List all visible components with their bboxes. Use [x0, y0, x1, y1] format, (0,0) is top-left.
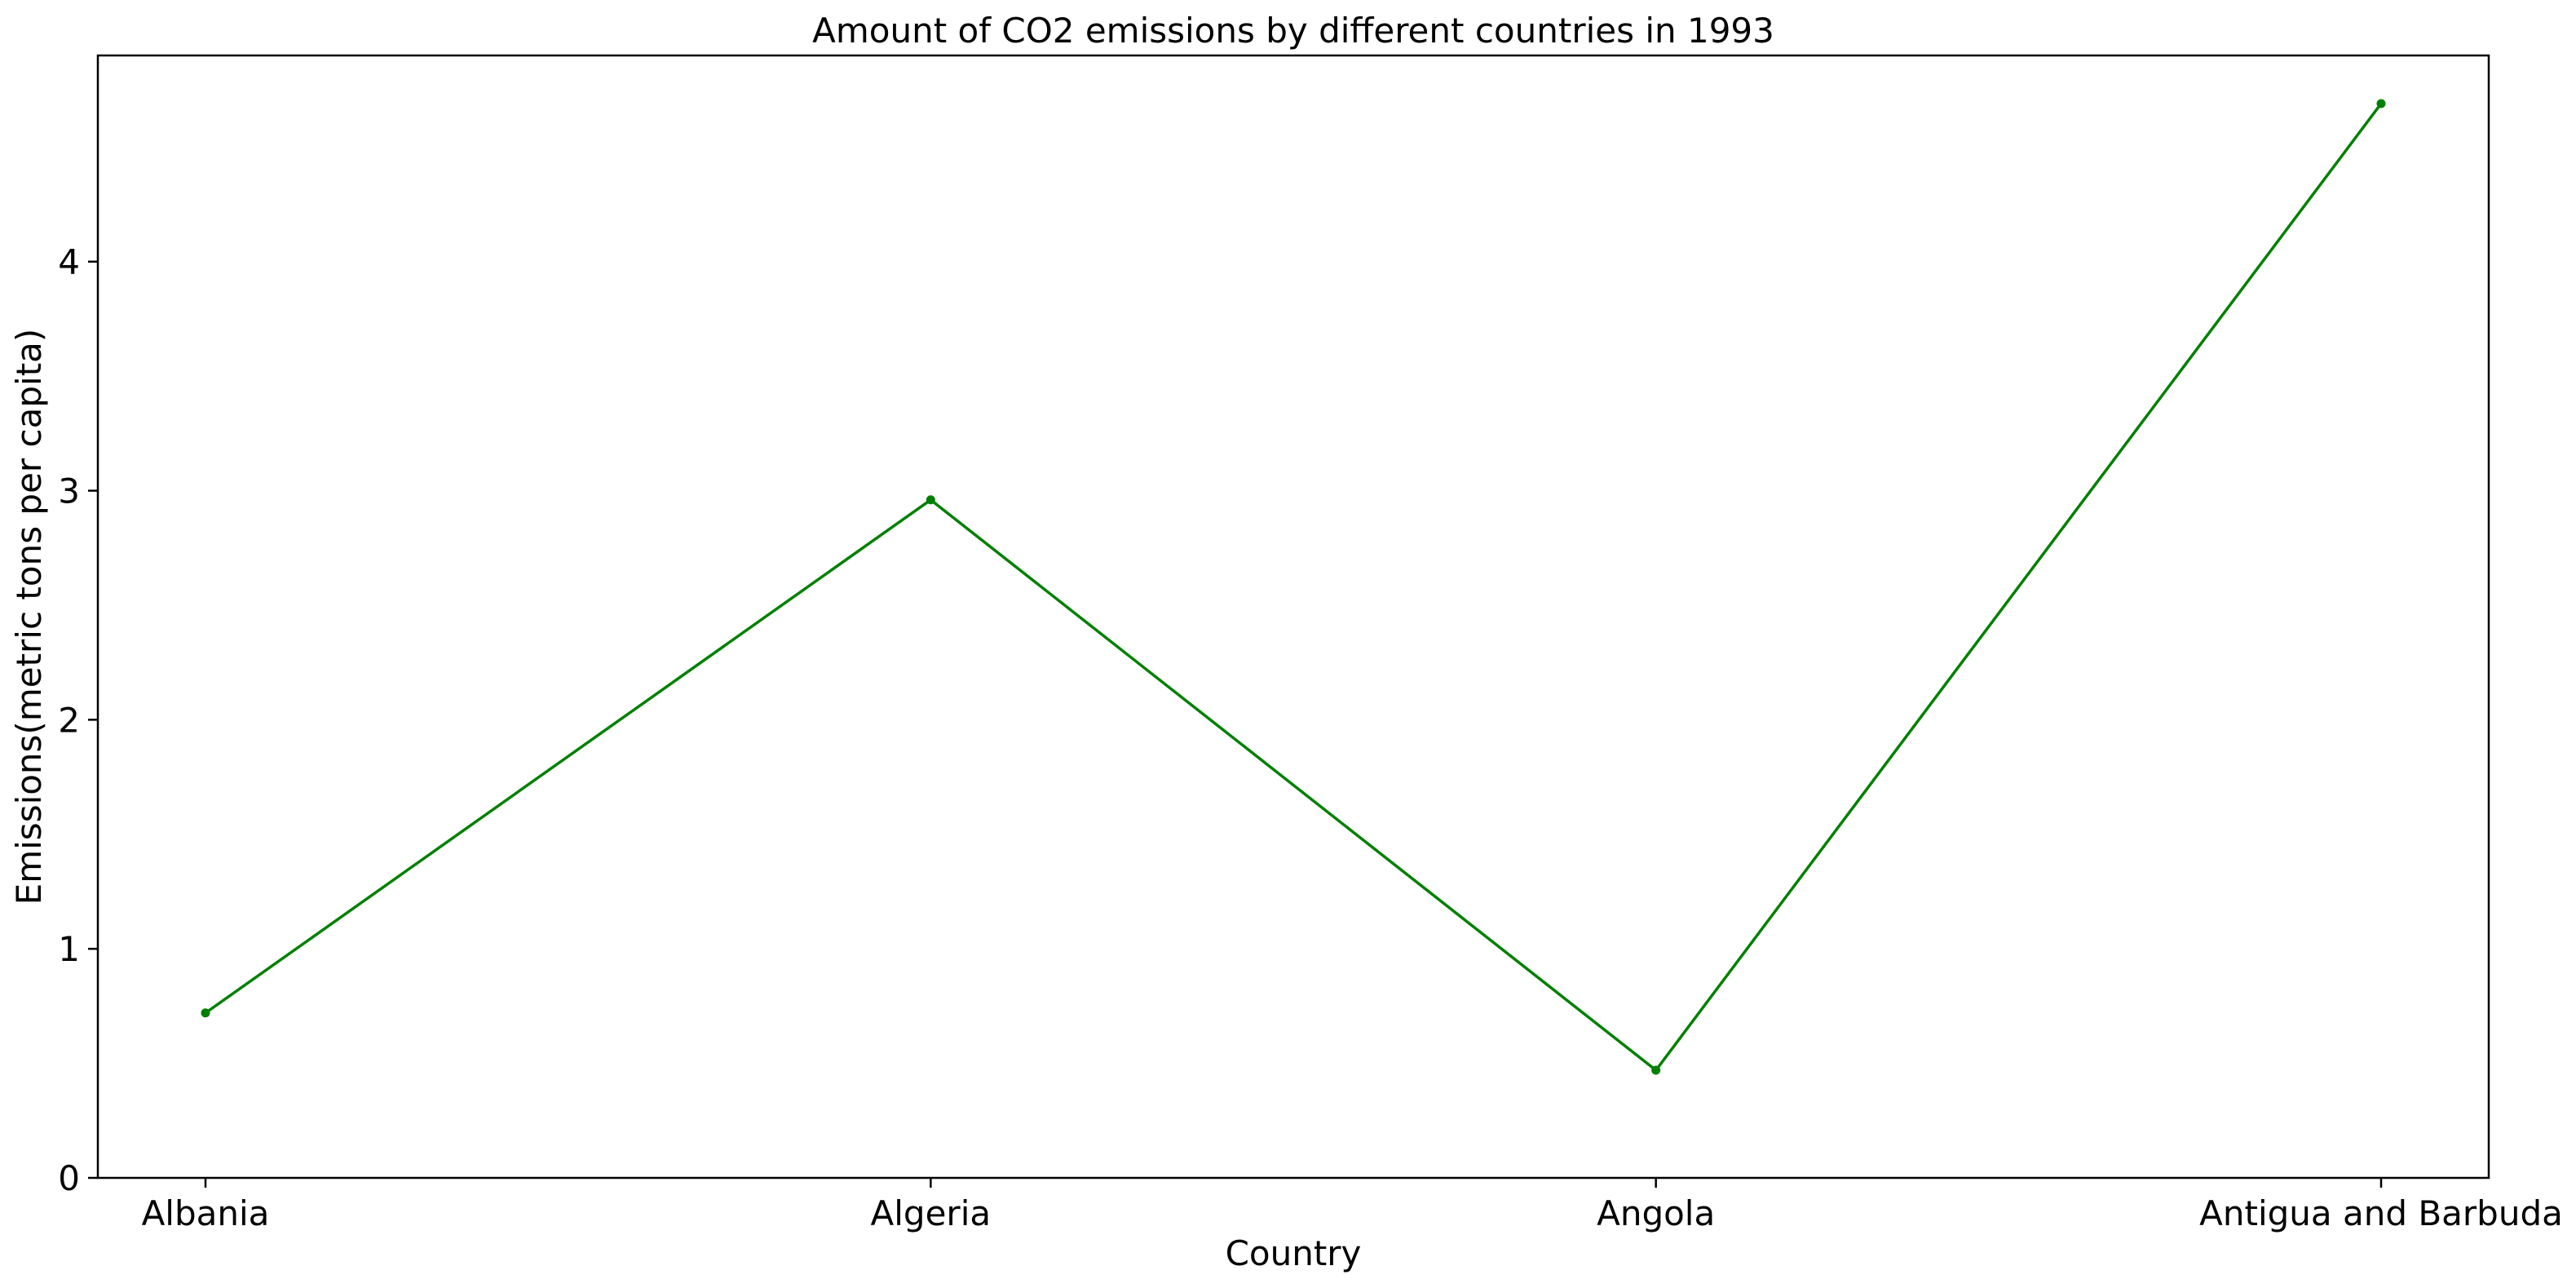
y-tick-label: 2	[58, 700, 80, 740]
series-line	[204, 102, 2383, 1072]
plot-series	[201, 99, 2386, 1075]
y-tick-label: 4	[58, 242, 80, 282]
x-axis-ticks: Albania Algeria Angola Antigua and Barbuda	[142, 1178, 2563, 1233]
x-axis-label: Country	[1226, 1233, 1362, 1273]
x-tick-label: Angola	[1597, 1193, 1715, 1233]
y-tick-label: 0	[58, 1158, 80, 1198]
chart-title: Amount of CO2 emissions by different cou…	[812, 11, 1774, 51]
data-point	[1651, 1065, 1661, 1075]
x-tick-label: Antigua and Barbuda	[2199, 1193, 2563, 1233]
x-tick-label: Algeria	[871, 1193, 992, 1233]
data-point	[926, 495, 935, 505]
plot-frame	[96, 54, 2490, 1180]
x-tick-label: Albania	[142, 1193, 270, 1233]
y-axis-label: Emissions(metric tons per capita)	[9, 329, 49, 905]
y-tick-label: 1	[58, 929, 80, 969]
data-point	[2376, 99, 2386, 108]
data-point	[201, 1008, 210, 1018]
y-tick-label: 3	[58, 471, 80, 511]
y-axis-ticks: 0 1 2 3 4	[58, 242, 98, 1198]
